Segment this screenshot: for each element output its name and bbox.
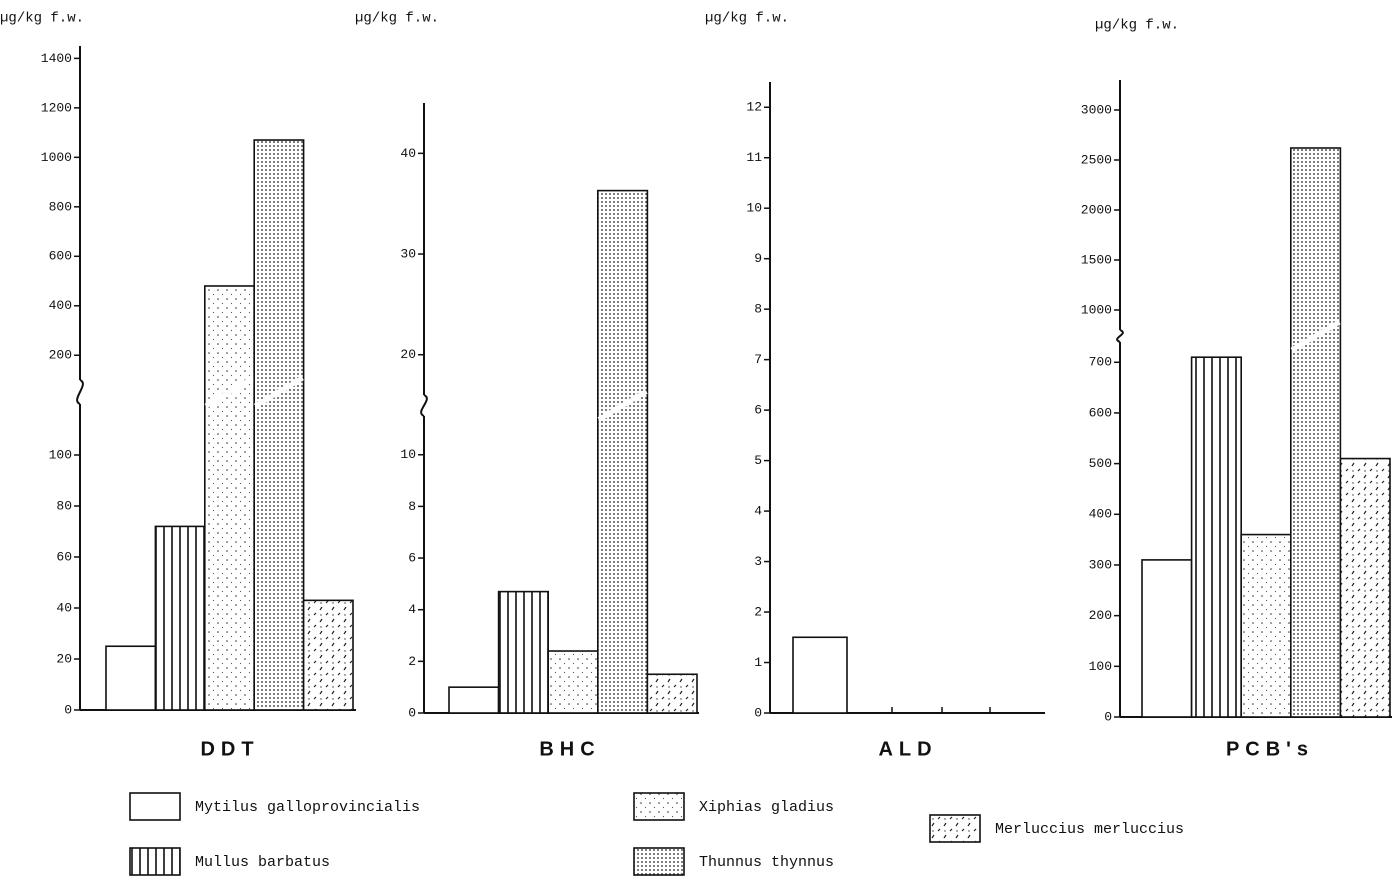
legend-label: Xiphias gladius xyxy=(699,799,834,816)
bar xyxy=(547,650,599,714)
bar xyxy=(204,285,256,711)
bar xyxy=(497,590,550,714)
y-tick-label: 1 xyxy=(754,655,762,670)
y-tick-label: 3000 xyxy=(1081,102,1112,117)
legend-swatch xyxy=(929,814,981,843)
bar xyxy=(1339,457,1391,718)
y-tick-label: 8 xyxy=(408,499,416,514)
legend-swatch xyxy=(129,792,181,821)
x-axis-label: PCB's xyxy=(1226,738,1314,760)
y-tick-label: 1200 xyxy=(41,100,72,115)
bar xyxy=(646,673,698,714)
y-tick-label: 11 xyxy=(746,150,762,165)
y-tick-label: 1000 xyxy=(1081,302,1112,317)
y-tick-label: 10 xyxy=(746,201,762,216)
x-axis-label: ALD xyxy=(878,738,937,760)
axis-break xyxy=(1116,329,1124,343)
bar xyxy=(1141,559,1193,718)
bar xyxy=(154,525,206,711)
y-tick-label: 0 xyxy=(408,705,416,720)
y-tick-label: 4 xyxy=(408,602,416,617)
y-tick-label: 400 xyxy=(49,298,72,313)
y-tick-label: 4 xyxy=(754,504,762,519)
legend-label: Thunnus thynnus xyxy=(699,854,834,871)
y-tick-label: 5 xyxy=(754,453,762,468)
y-axis-label: µg/kg f.w. xyxy=(1095,18,1179,34)
legend-swatch xyxy=(633,847,685,876)
y-tick-label: 800 xyxy=(49,199,72,214)
y-tick-label: 1000 xyxy=(41,150,72,165)
legend-label: Merluccius merluccius xyxy=(995,821,1184,838)
y-tick-label: 200 xyxy=(49,348,72,363)
y-tick-label: 100 xyxy=(1089,659,1112,674)
bar xyxy=(596,189,649,714)
legend-swatch xyxy=(633,792,685,821)
y-tick-label: 0 xyxy=(64,702,72,717)
y-tick-label: 0 xyxy=(754,705,762,720)
bar xyxy=(792,636,848,714)
bar xyxy=(253,139,305,711)
y-tick-label: 600 xyxy=(1089,405,1112,420)
y-tick-label: 40 xyxy=(400,146,416,161)
bar xyxy=(1190,356,1242,718)
bar xyxy=(1240,533,1292,718)
y-tick-label: 6 xyxy=(754,403,762,418)
y-tick-label: 7 xyxy=(754,352,762,367)
y-tick-label: 100 xyxy=(49,447,72,462)
bar-break xyxy=(253,375,304,409)
x-axis-label: BHC xyxy=(539,738,600,760)
bar xyxy=(105,645,157,711)
y-tick-label: 9 xyxy=(754,251,762,266)
y-tick-label: 60 xyxy=(56,549,72,564)
y-tick-label: 80 xyxy=(56,498,72,513)
y-tick-label: 12 xyxy=(746,100,762,115)
bar-break xyxy=(204,375,255,409)
y-tick-label: 2000 xyxy=(1081,202,1112,217)
y-tick-label: 30 xyxy=(400,246,416,261)
axis-break xyxy=(76,379,84,405)
y-tick-label: 20 xyxy=(56,651,72,666)
bar-break xyxy=(1290,319,1341,353)
y-axis-label: µg/kg f.w. xyxy=(355,11,439,27)
bar xyxy=(448,686,500,714)
y-tick-label: 3 xyxy=(754,554,762,569)
y-tick-label: 700 xyxy=(1089,355,1112,370)
y-axis-label: µg/kg f.w. xyxy=(0,11,84,27)
bar xyxy=(302,599,354,711)
y-tick-label: 0 xyxy=(1104,709,1112,724)
legend-label: Mullus barbatus xyxy=(195,854,330,871)
y-tick-label: 2 xyxy=(754,604,762,619)
y-tick-label: 10 xyxy=(400,447,416,462)
axis-break xyxy=(420,394,428,417)
legend-swatch xyxy=(129,847,181,876)
x-axis-label: DDT xyxy=(200,738,259,760)
y-tick-label: 600 xyxy=(49,249,72,264)
y-tick-label: 20 xyxy=(400,347,416,362)
y-tick-label: 1400 xyxy=(41,51,72,66)
y-tick-label: 40 xyxy=(56,600,72,615)
y-tick-label: 1500 xyxy=(1081,252,1112,267)
y-tick-label: 200 xyxy=(1089,608,1112,623)
y-tick-label: 500 xyxy=(1089,456,1112,471)
y-tick-label: 6 xyxy=(408,550,416,565)
y-tick-label: 2500 xyxy=(1081,152,1112,167)
y-tick-label: 8 xyxy=(754,302,762,317)
y-axis-label: µg/kg f.w. xyxy=(705,11,789,27)
bar-break xyxy=(597,389,648,422)
y-tick-label: 2 xyxy=(408,654,416,669)
y-tick-label: 300 xyxy=(1089,557,1112,572)
legend-label: Mytilus galloprovincialis xyxy=(195,799,420,816)
y-tick-label: 400 xyxy=(1089,507,1112,522)
bar xyxy=(1290,147,1342,718)
